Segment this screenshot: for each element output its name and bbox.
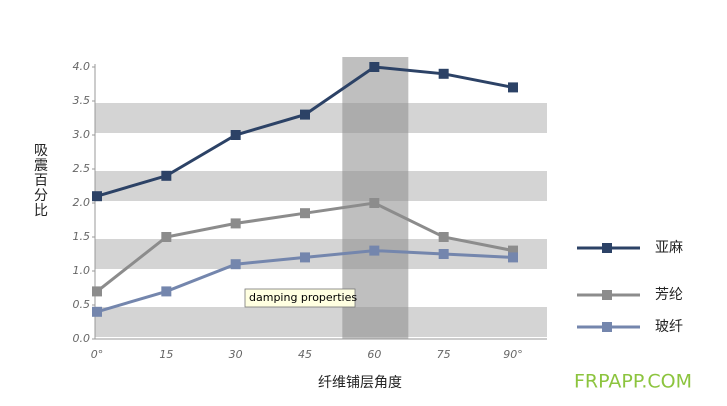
point-marker [300,109,310,120]
point-marker [230,130,241,140]
x-tick-label: 45 [298,348,312,361]
x-tick-label: 0° [91,348,104,361]
point-marker [508,252,518,263]
legend-label: 玻纤 [655,319,683,335]
x-tick-label: 90° [503,348,523,361]
point-marker [92,286,102,297]
y-tick-label: 3.5 [73,94,91,107]
point-marker [92,306,102,317]
x-tick-label: 60 [367,348,381,361]
y-tick-label: 1.5 [73,230,91,243]
point-marker [508,245,518,256]
point-marker [438,249,449,259]
x-axis-title: 纤维铺层角度 [318,375,402,391]
watermark: FRPAPP.COM [574,371,692,393]
point-marker [369,198,380,208]
point-marker [300,252,310,263]
point-marker [92,191,102,202]
point-marker [230,218,241,229]
point-marker [438,68,449,79]
y-tick-label: 2.0 [73,196,91,209]
annotation: damping properties [249,291,357,304]
legend-marker [602,290,612,300]
y-tick-label: 0.0 [73,332,91,345]
band [95,307,547,337]
y-tick-label: 2.5 [73,162,91,175]
legend-label: 亚麻 [655,240,683,256]
x-tick-label: 30 [229,348,243,361]
point-marker [508,82,518,93]
band [95,103,547,133]
x-tick-label: 15 [159,348,173,361]
tooltip-box [244,288,356,308]
x-tick-label: 75 [437,348,451,361]
y-tick-label: 1.0 [73,264,91,277]
y-tick-label: 4.0 [73,60,91,73]
point-marker [300,208,310,219]
legend-marker [602,243,612,253]
legend-marker [602,322,612,332]
point-marker [161,286,172,297]
point-marker [161,170,172,181]
y-axis-title: 吸震百分比 [32,143,48,218]
y-tick-label: 3.0 [73,128,91,141]
point-marker [369,245,380,256]
point-marker [369,62,380,72]
y-tick-label: 0.5 [73,298,91,311]
point-marker [438,232,449,242]
legend-label: 芳纶 [655,286,683,303]
point-marker [161,232,172,242]
point-marker [230,259,241,270]
